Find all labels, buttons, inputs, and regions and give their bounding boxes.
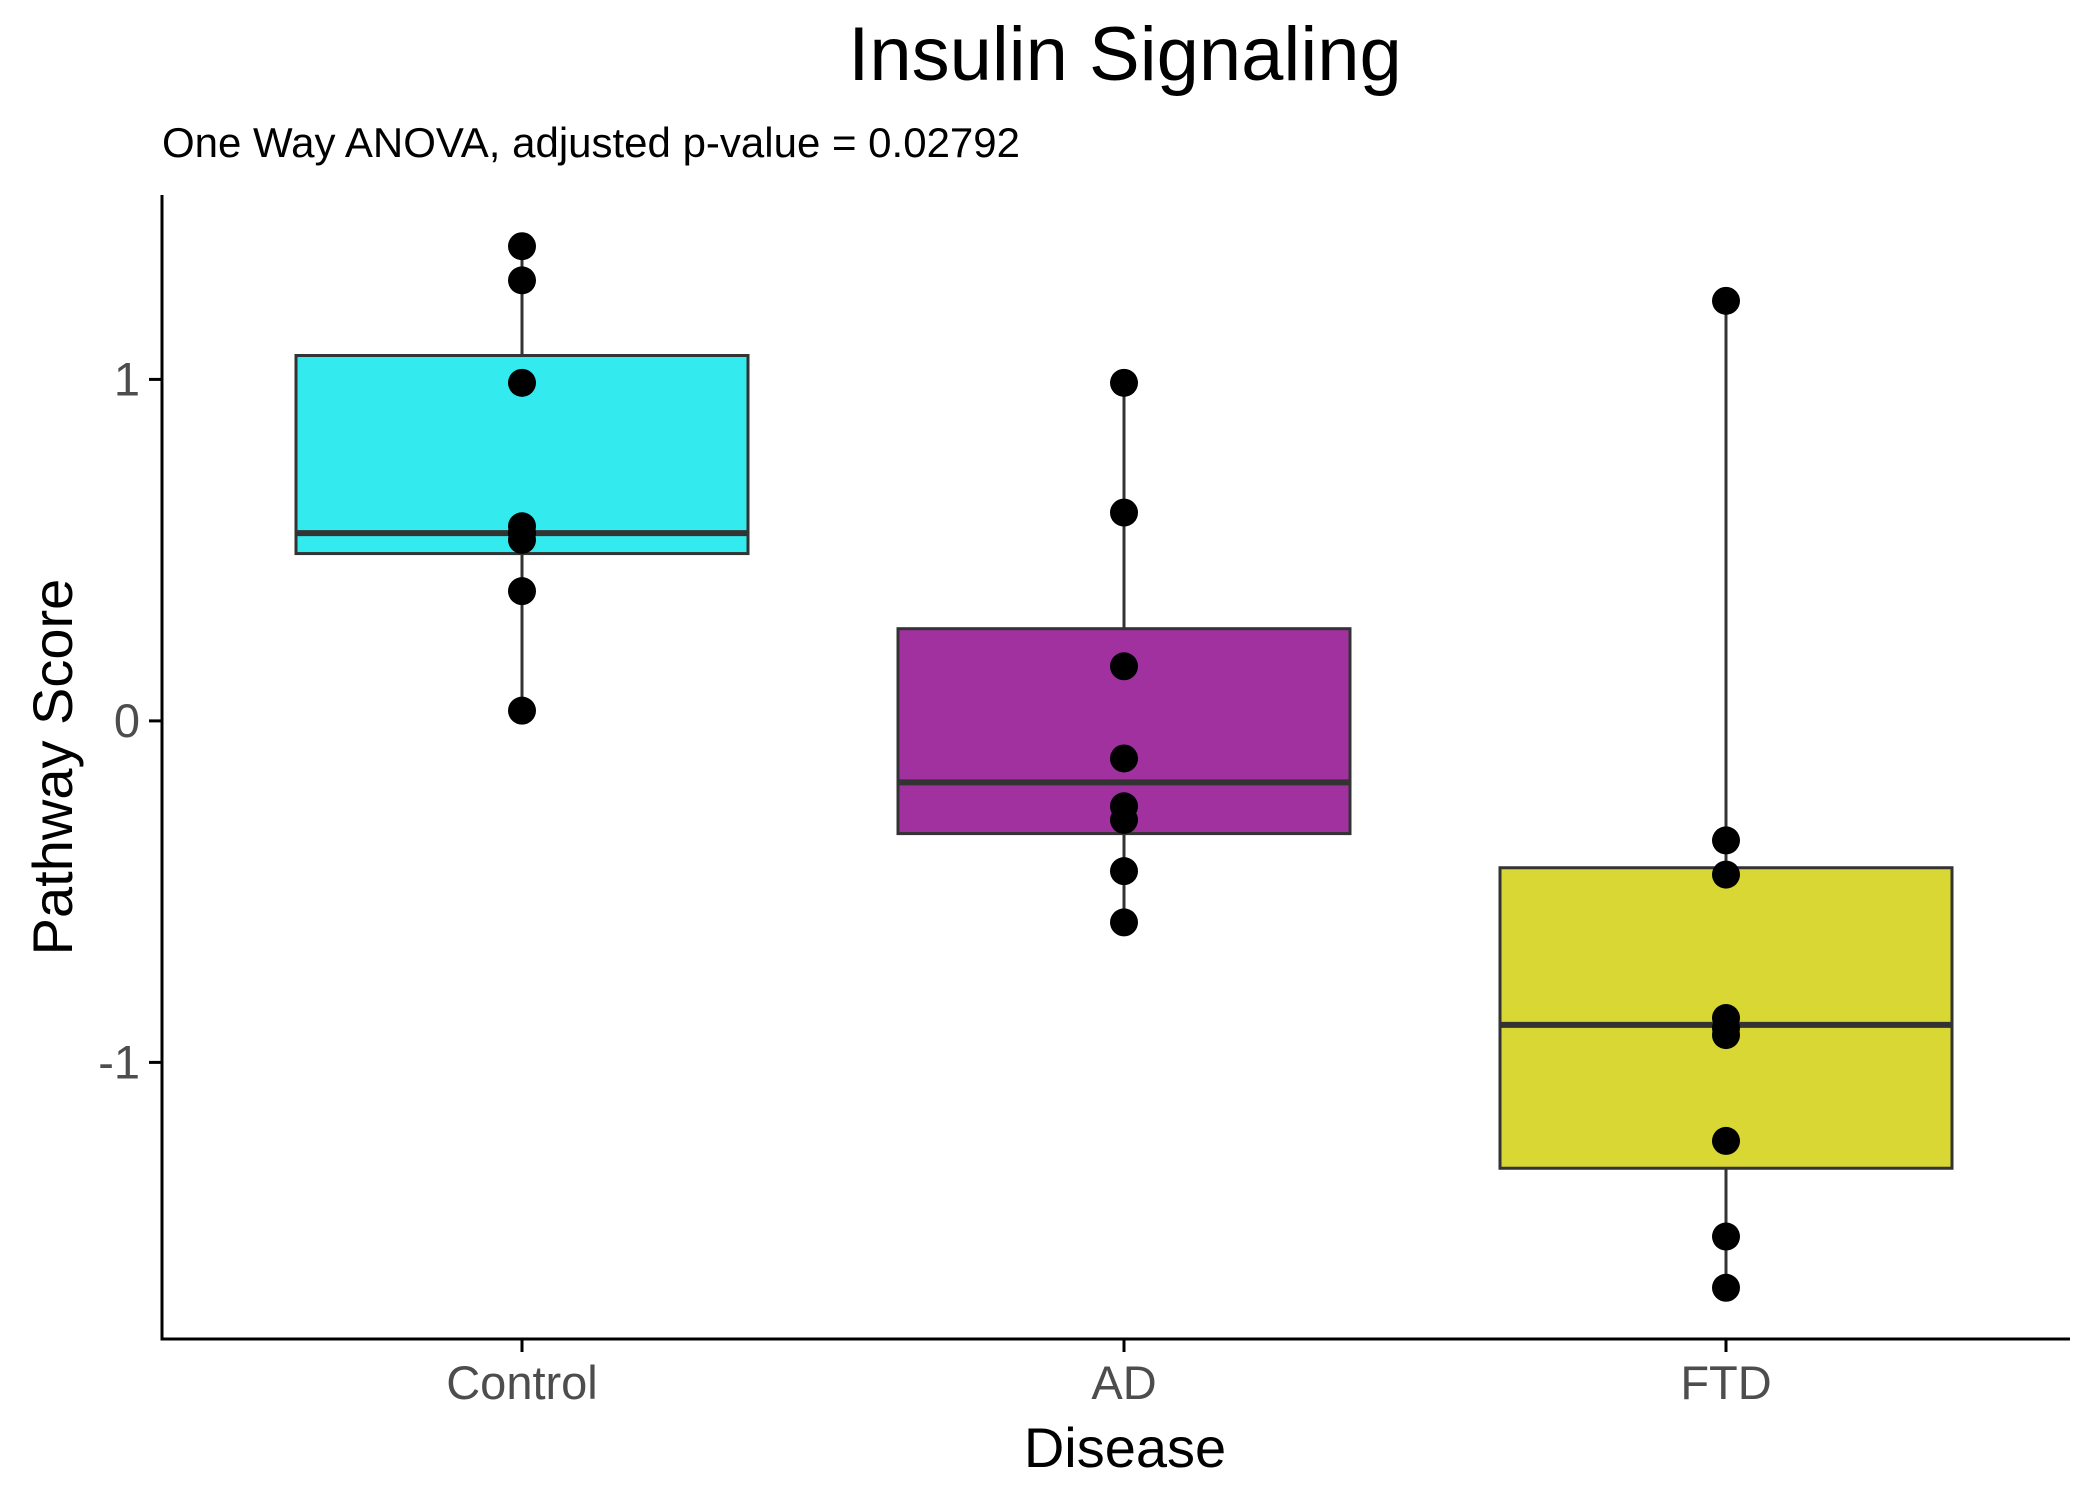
axes: Control AD FTD 1 0 -1 <box>98 352 1771 1409</box>
data-point-ad <box>1110 805 1138 834</box>
y-tick-label: 0 <box>114 694 140 747</box>
data-point-ftd <box>1712 1273 1740 1302</box>
data-point-ad <box>1110 857 1138 886</box>
data-point-ftd <box>1712 286 1740 315</box>
plot-area <box>294 232 1954 1302</box>
chart-title: Insulin Signaling <box>848 12 1402 97</box>
data-point-control <box>508 696 536 725</box>
data-point-ad <box>1110 368 1138 397</box>
data-point-control <box>508 266 536 295</box>
data-point-ad <box>1110 498 1138 527</box>
data-point-ftd <box>1712 1222 1740 1251</box>
x-tick-label: FTD <box>1680 1356 1771 1409</box>
data-point-control <box>508 525 536 554</box>
data-point-control <box>508 577 536 606</box>
x-axis-title: Disease <box>1024 1416 1226 1479</box>
x-tick-label: AD <box>1091 1356 1156 1409</box>
data-point-control <box>508 232 536 261</box>
y-axis-title: Pathway Score <box>21 579 84 956</box>
y-tick-label: 1 <box>114 352 140 405</box>
y-tick-label: -1 <box>98 1035 140 1088</box>
data-point-ftd <box>1712 1126 1740 1155</box>
data-point-ftd <box>1712 1021 1740 1050</box>
data-point-ftd <box>1712 826 1740 855</box>
x-tick-label: Control <box>446 1356 598 1409</box>
data-point-ad <box>1110 744 1138 773</box>
data-point-control <box>508 368 536 397</box>
data-point-ad <box>1110 652 1138 681</box>
data-point-ad <box>1110 908 1138 937</box>
data-point-ftd <box>1712 860 1740 889</box>
chart-subtitle: One Way ANOVA, adjusted p-value = 0.0279… <box>162 119 1020 166</box>
